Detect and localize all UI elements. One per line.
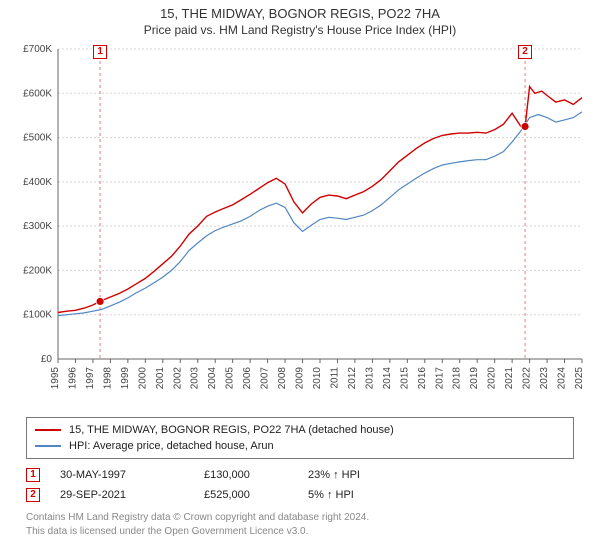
svg-text:1995: 1995 bbox=[50, 367, 61, 390]
marker-badge-2: 2 bbox=[518, 45, 532, 59]
svg-text:2013: 2013 bbox=[364, 367, 375, 390]
svg-text:£100K: £100K bbox=[23, 310, 52, 321]
svg-text:£500K: £500K bbox=[23, 133, 52, 144]
data-table: 1 30-MAY-1997 £130,000 23% ↑ HPI 2 29-SE… bbox=[26, 465, 574, 505]
row-pct: 23% ↑ HPI bbox=[308, 469, 448, 481]
svg-text:2000: 2000 bbox=[137, 367, 148, 390]
svg-text:2007: 2007 bbox=[260, 367, 271, 390]
row-date: 29-SEP-2021 bbox=[60, 489, 200, 501]
svg-text:2020: 2020 bbox=[487, 367, 498, 390]
marker-badge-1: 1 bbox=[93, 45, 107, 59]
svg-text:2019: 2019 bbox=[469, 367, 480, 390]
chart-area: £0 £100K £200K £300K £400K £500K £600K £700K 199… bbox=[10, 41, 590, 411]
svg-text:£400K: £400K bbox=[23, 177, 52, 188]
footer-attribution: Contains HM Land Registry data © Crown c… bbox=[26, 511, 574, 538]
svg-text:1999: 1999 bbox=[120, 367, 131, 390]
svg-text:£700K: £700K bbox=[23, 44, 52, 55]
svg-text:2004: 2004 bbox=[207, 367, 218, 390]
row-date: 30-MAY-1997 bbox=[60, 469, 200, 481]
row-badge: 2 bbox=[26, 488, 40, 502]
svg-text:2014: 2014 bbox=[382, 367, 393, 390]
svg-text:2010: 2010 bbox=[312, 367, 323, 390]
svg-text:2008: 2008 bbox=[277, 367, 288, 390]
svg-text:2016: 2016 bbox=[417, 367, 428, 390]
svg-text:£600K: £600K bbox=[23, 88, 52, 99]
svg-text:2015: 2015 bbox=[399, 367, 410, 390]
svg-text:2017: 2017 bbox=[434, 367, 445, 390]
svg-text:1998: 1998 bbox=[102, 367, 113, 390]
svg-text:1996: 1996 bbox=[67, 367, 78, 390]
line-chart: £0 £100K £200K £300K £400K £500K £600K £700K 199… bbox=[10, 41, 590, 411]
svg-text:2012: 2012 bbox=[347, 367, 358, 390]
footer-line: This data is licensed under the Open Gov… bbox=[26, 525, 574, 539]
svg-text:2022: 2022 bbox=[522, 367, 533, 390]
svg-text:2011: 2011 bbox=[329, 367, 340, 389]
svg-text:2024: 2024 bbox=[557, 367, 568, 390]
legend-label: HPI: Average price, detached house, Arun bbox=[69, 440, 274, 452]
row-pct: 5% ↑ HPI bbox=[308, 489, 448, 501]
legend: 15, THE MIDWAY, BOGNOR REGIS, PO22 7HA (… bbox=[26, 417, 574, 459]
svg-text:£200K: £200K bbox=[23, 265, 52, 276]
legend-item: HPI: Average price, detached house, Arun bbox=[35, 438, 565, 454]
svg-text:2006: 2006 bbox=[242, 367, 253, 390]
svg-text:2025: 2025 bbox=[574, 367, 585, 390]
svg-text:£300K: £300K bbox=[23, 221, 52, 232]
svg-text:2005: 2005 bbox=[225, 367, 236, 390]
svg-text:1997: 1997 bbox=[85, 367, 96, 390]
svg-text:2002: 2002 bbox=[172, 367, 183, 390]
legend-swatch bbox=[35, 429, 61, 431]
footer-line: Contains HM Land Registry data © Crown c… bbox=[26, 511, 574, 525]
svg-text:2003: 2003 bbox=[190, 367, 201, 390]
legend-swatch bbox=[35, 445, 61, 447]
legend-item: 15, THE MIDWAY, BOGNOR REGIS, PO22 7HA (… bbox=[35, 422, 565, 438]
svg-text:2009: 2009 bbox=[295, 367, 306, 390]
row-price: £130,000 bbox=[204, 469, 304, 481]
chart-subtitle: Price paid vs. HM Land Registry's House … bbox=[0, 23, 600, 37]
table-row: 1 30-MAY-1997 £130,000 23% ↑ HPI bbox=[26, 465, 574, 485]
svg-text:2021: 2021 bbox=[504, 367, 515, 390]
row-badge: 1 bbox=[26, 468, 40, 482]
svg-text:2001: 2001 bbox=[155, 367, 166, 390]
legend-label: 15, THE MIDWAY, BOGNOR REGIS, PO22 7HA (… bbox=[69, 424, 394, 436]
chart-title: 15, THE MIDWAY, BOGNOR REGIS, PO22 7HA bbox=[0, 6, 600, 21]
row-price: £525,000 bbox=[204, 489, 304, 501]
svg-text:£0: £0 bbox=[41, 354, 53, 365]
svg-text:2023: 2023 bbox=[539, 367, 550, 390]
table-row: 2 29-SEP-2021 £525,000 5% ↑ HPI bbox=[26, 485, 574, 505]
svg-text:2018: 2018 bbox=[452, 367, 463, 390]
